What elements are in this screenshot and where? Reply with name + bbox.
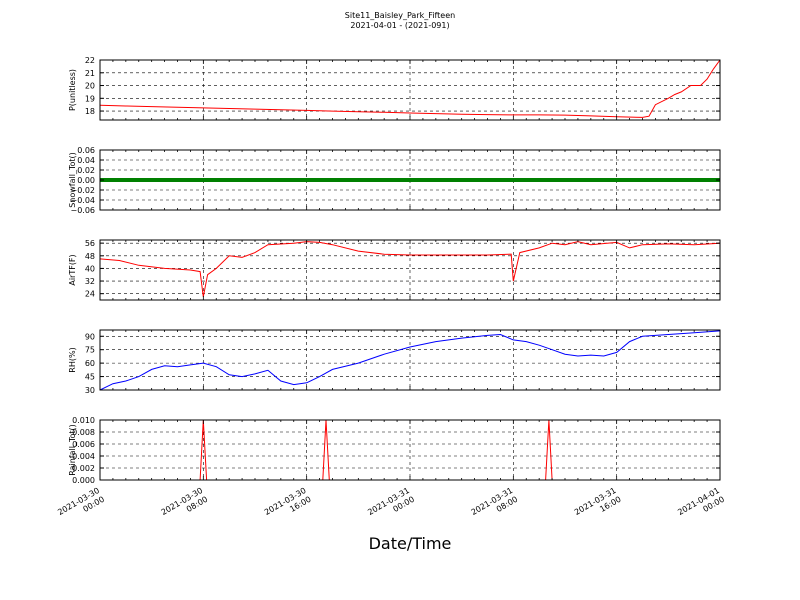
y-axis-label: P(unitless) (68, 69, 77, 111)
y-tick-label: 0.006 (72, 440, 95, 449)
chart-subtitle: 2021-04-01 - (2021-091) (350, 21, 450, 30)
y-tick-label: 40 (85, 264, 95, 273)
y-tick-label: 0.06 (77, 146, 95, 155)
panel-2: −0.06−0.04−0.020.000.020.040.06Snowfall_… (68, 146, 721, 215)
y-tick-label: 22 (85, 56, 95, 65)
y-tick-label: 56 (85, 239, 95, 248)
x-tick-label: 2021-03-3116:00 (573, 486, 623, 526)
y-tick-label: −0.04 (70, 196, 95, 205)
x-tick-label: 2021-03-3100:00 (366, 486, 416, 526)
y-axis-label: AirTF(F) (68, 254, 77, 285)
series-line-4 (99, 330, 721, 391)
y-tick-label: 32 (85, 277, 95, 286)
x-tick-label: 2021-03-3008:00 (160, 486, 210, 526)
series-line-1 (99, 59, 721, 118)
y-tick-label: 19 (85, 94, 95, 103)
x-axis-label: Date/Time (368, 534, 452, 553)
x-tick-label: 2021-03-3016:00 (263, 486, 313, 526)
x-tick-label: 2021-03-3000:00 (56, 486, 106, 526)
y-tick-label: 0.010 (72, 416, 95, 425)
y-tick-label: 45 (85, 373, 95, 382)
y-axis-label: Snowfall_Tot() (68, 152, 77, 208)
y-axis-label: RH(%) (68, 347, 77, 372)
x-tick-label: 2021-04-0100:00 (676, 486, 726, 526)
y-tick-label: 24 (85, 290, 95, 299)
y-tick-label: 0.02 (77, 166, 95, 175)
y-tick-label: 21 (85, 69, 95, 78)
y-tick-label: 30 (85, 386, 95, 395)
y-tick-label: 90 (85, 332, 95, 341)
panel-3: 24 32 40 48 56 AirTF(F) (68, 239, 721, 301)
y-tick-label: 48 (85, 252, 95, 261)
y-tick-label: 0.00 (77, 176, 95, 185)
y-tick-label: −0.02 (70, 186, 95, 195)
y-tick-label: 75 (85, 346, 95, 355)
chart-title: Site11_Baisley_Park_Fifteen (344, 11, 456, 20)
y-axis-label: Rainfall_Tot() (68, 424, 77, 476)
x-tick-label: 2021-03-3108:00 (470, 486, 520, 526)
panel-1: 18 19 20 21 22 P(unitless) (68, 56, 721, 121)
y-tick-label: 0.04 (77, 156, 95, 165)
panel-4: 30 45 60 75 90 RH(%) (68, 329, 721, 395)
y-tick-label: 20 (85, 82, 95, 91)
y-tick-label: 18 (85, 107, 95, 116)
y-tick-label: −0.06 (70, 206, 95, 215)
y-tick-label: 0.004 (72, 452, 95, 461)
y-tick-label: 0.008 (72, 428, 95, 437)
y-tick-label: 0.000 (72, 476, 95, 485)
y-tick-label: 0.002 (72, 464, 95, 473)
y-tick-label: 60 (85, 359, 95, 368)
panel-5: 0.000 0.002 0.004 0.006 0.008 0.010Rainfall_T… (68, 416, 721, 485)
